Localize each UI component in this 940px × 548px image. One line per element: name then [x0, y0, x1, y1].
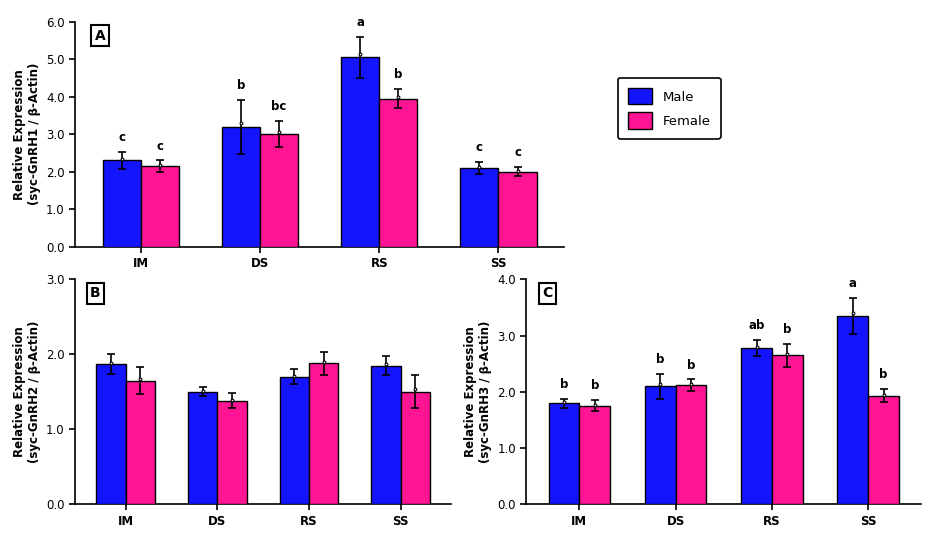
Text: C: C [542, 286, 553, 300]
Text: b: b [237, 79, 245, 92]
Bar [676, 385, 707, 504]
Bar [498, 172, 537, 247]
Bar [461, 168, 498, 247]
Text: ab: ab [748, 319, 765, 332]
Text: B: B [90, 286, 101, 300]
Bar [579, 406, 610, 504]
Text: c: c [476, 141, 483, 155]
Legend: Male, Female: Male, Female [618, 78, 721, 139]
Bar [280, 377, 309, 504]
Bar [549, 403, 579, 504]
Bar [102, 161, 141, 247]
Text: b: b [656, 353, 665, 366]
Bar [260, 134, 298, 247]
Text: bc: bc [272, 100, 287, 113]
Text: b: b [880, 368, 888, 381]
Bar [126, 380, 155, 504]
Bar [400, 392, 431, 504]
Text: b: b [394, 68, 402, 82]
Text: b: b [559, 378, 568, 391]
Bar [645, 386, 676, 504]
Bar [772, 355, 803, 504]
Text: c: c [118, 132, 125, 144]
Text: c: c [156, 140, 164, 152]
Bar [188, 392, 217, 504]
Text: a: a [356, 16, 364, 29]
Bar [371, 366, 400, 504]
Bar [379, 99, 417, 247]
Y-axis label: Relative Expression
(syc-GnRH3 / β-Actin): Relative Expression (syc-GnRH3 / β-Actin… [463, 321, 492, 463]
Text: b: b [590, 379, 599, 392]
Text: a: a [849, 277, 857, 290]
Bar [96, 364, 126, 504]
Bar [341, 58, 379, 247]
Bar [838, 316, 869, 504]
Bar [217, 401, 246, 504]
Bar [869, 396, 899, 504]
Bar [741, 348, 772, 504]
Y-axis label: Relative Expression
(syc-GnRH1 / β-Actin): Relative Expression (syc-GnRH1 / β-Actin… [12, 63, 40, 206]
Y-axis label: Relative Expression
(syc-GnRH2 / β-Actin): Relative Expression (syc-GnRH2 / β-Actin… [12, 321, 40, 463]
Bar [141, 166, 179, 247]
Text: b: b [783, 323, 791, 336]
Bar [309, 363, 338, 504]
Text: c: c [514, 146, 521, 159]
Text: b: b [687, 358, 696, 372]
Text: A: A [95, 28, 105, 43]
Bar [222, 127, 260, 247]
